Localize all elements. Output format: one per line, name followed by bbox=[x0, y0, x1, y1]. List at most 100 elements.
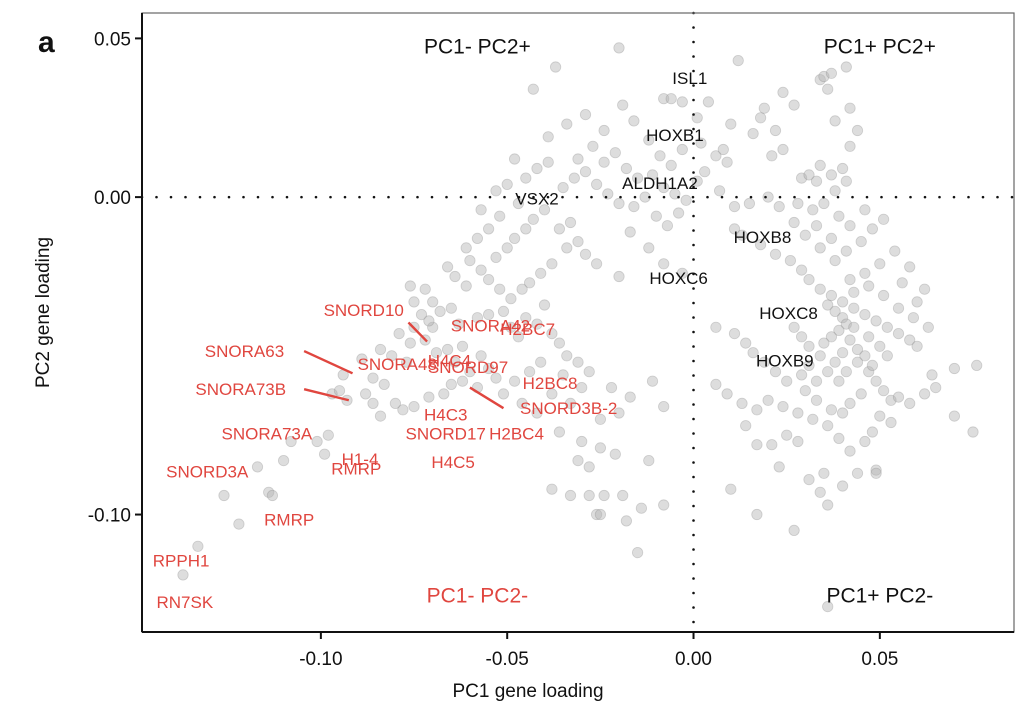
data-point bbox=[836, 347, 849, 359]
data-point bbox=[482, 362, 495, 375]
data-point bbox=[762, 191, 774, 203]
data-point bbox=[922, 321, 934, 333]
data-point bbox=[568, 172, 580, 184]
data-point bbox=[728, 201, 741, 213]
gene-label: RMRP bbox=[331, 460, 381, 479]
data-point bbox=[408, 296, 420, 308]
data-point bbox=[658, 499, 670, 511]
data-point bbox=[631, 546, 644, 559]
data-point bbox=[844, 397, 856, 409]
data-point bbox=[613, 197, 625, 210]
quadrant-label: PC1- PC2+ bbox=[424, 35, 531, 58]
data-point bbox=[423, 315, 435, 327]
x-tick-label: -0.05 bbox=[486, 649, 529, 670]
data-point bbox=[863, 280, 875, 292]
data-point bbox=[628, 115, 640, 127]
data-point bbox=[814, 159, 826, 171]
data-point bbox=[777, 400, 789, 413]
data-point bbox=[844, 334, 856, 346]
data-point bbox=[658, 93, 670, 105]
data-point bbox=[825, 232, 838, 244]
data-point bbox=[829, 356, 841, 368]
gene-label: SNORA73A bbox=[221, 425, 312, 444]
data-point bbox=[494, 210, 506, 222]
data-point bbox=[874, 410, 886, 422]
data-point bbox=[266, 489, 278, 502]
data-point bbox=[881, 321, 893, 333]
data-point bbox=[490, 185, 502, 197]
data-point bbox=[572, 153, 584, 165]
data-point bbox=[840, 366, 852, 378]
data-point bbox=[859, 308, 871, 321]
data-point bbox=[870, 315, 882, 327]
data-point bbox=[400, 356, 413, 368]
data-point bbox=[866, 426, 879, 438]
data-point bbox=[251, 461, 264, 473]
data-point bbox=[572, 356, 584, 368]
data-point bbox=[456, 375, 469, 387]
data-point bbox=[572, 454, 584, 467]
gene-label: VSX2 bbox=[515, 190, 558, 209]
data-point bbox=[814, 350, 826, 362]
data-point bbox=[885, 394, 897, 406]
data-point bbox=[546, 327, 558, 340]
data-point bbox=[829, 305, 841, 317]
data-point bbox=[848, 321, 860, 333]
data-point bbox=[441, 261, 454, 273]
x-tick-label: 0.05 bbox=[861, 649, 898, 670]
data-point bbox=[870, 467, 882, 479]
data-point bbox=[743, 197, 756, 210]
data-point bbox=[192, 540, 204, 552]
data-point bbox=[464, 255, 476, 267]
data-point bbox=[624, 226, 636, 238]
data-point bbox=[803, 340, 815, 352]
reference-lines bbox=[140, 11, 1016, 634]
data-point bbox=[516, 397, 528, 409]
data-point bbox=[613, 42, 625, 54]
data-point bbox=[747, 128, 759, 140]
data-point bbox=[825, 404, 838, 416]
data-point bbox=[460, 242, 472, 254]
data-point bbox=[728, 223, 741, 235]
data-point bbox=[725, 483, 737, 495]
data-point bbox=[497, 305, 510, 317]
data-point bbox=[333, 385, 346, 397]
gene-label: SNORA48 bbox=[358, 355, 437, 374]
data-point bbox=[825, 289, 838, 302]
data-point bbox=[814, 283, 826, 295]
gene-label: SNORD10 bbox=[324, 301, 404, 320]
data-point bbox=[825, 331, 838, 343]
data-point bbox=[277, 454, 290, 467]
data-point bbox=[721, 156, 733, 168]
data-point bbox=[870, 375, 882, 387]
points-layer bbox=[177, 42, 983, 613]
data-point bbox=[810, 394, 823, 406]
data-point bbox=[553, 426, 566, 438]
data-point bbox=[833, 210, 845, 222]
data-point bbox=[859, 350, 871, 362]
data-point bbox=[453, 318, 465, 330]
data-point bbox=[851, 356, 864, 368]
data-point bbox=[374, 410, 387, 422]
data-point bbox=[822, 600, 834, 613]
data-point bbox=[676, 96, 688, 108]
data-point bbox=[818, 467, 830, 479]
data-point bbox=[803, 273, 815, 286]
x-axis-title: PC1 gene loading bbox=[452, 681, 603, 702]
data-point bbox=[263, 486, 275, 498]
data-point bbox=[598, 489, 610, 502]
data-point bbox=[520, 312, 532, 324]
data-point bbox=[605, 381, 618, 394]
data-point bbox=[814, 74, 826, 86]
gene-label: H4C4 bbox=[428, 352, 471, 371]
data-point bbox=[769, 124, 782, 137]
data-point bbox=[538, 299, 551, 311]
data-point bbox=[754, 239, 767, 251]
gene-labels: ISL1 HOXB1 ALDH1A2 VSX2 HOXB8 HOXC6 HOXC8 HOXB9… bbox=[153, 69, 818, 612]
data-point bbox=[631, 172, 644, 184]
data-point bbox=[643, 454, 655, 467]
data-point bbox=[930, 381, 942, 394]
data-point bbox=[844, 273, 856, 286]
data-point bbox=[836, 312, 849, 324]
data-point bbox=[833, 375, 845, 387]
